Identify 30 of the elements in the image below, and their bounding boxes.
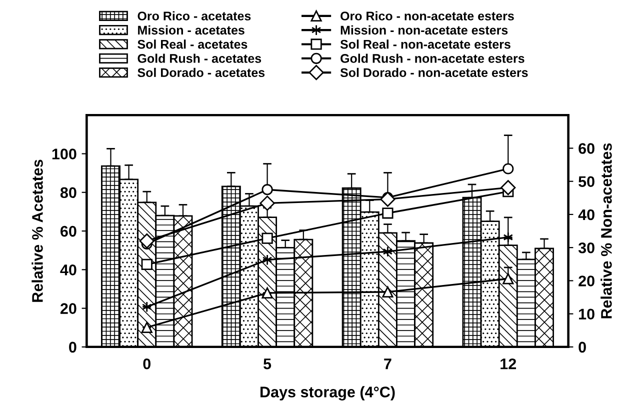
y2-tick-label: 60 xyxy=(578,143,594,154)
y2-tick-label: 20 xyxy=(578,276,594,286)
legend-label: Gold Rush - acetates xyxy=(138,54,262,63)
y-tick-label: 60 xyxy=(60,226,76,237)
y-axis-title: Relative % Acetates xyxy=(32,160,43,302)
x-axis-title: Days storage (4°C) xyxy=(260,386,395,400)
y2-tick-label: 10 xyxy=(579,308,594,320)
y-tick-label: 20 xyxy=(60,303,76,314)
legend-label: Oro Rico - non-acetate esters xyxy=(340,11,514,20)
x-tick-label: 12 xyxy=(500,358,516,370)
legend-label: Sol Dorado - acetates xyxy=(138,68,265,78)
y2-tick-label: 0 xyxy=(578,342,586,353)
legend-label: Sol Dorado - non-acetate esters xyxy=(340,68,528,78)
x-tick-label: 5 xyxy=(264,358,272,370)
x-tick-label: 7 xyxy=(384,358,392,370)
y-tick-label: 0 xyxy=(69,342,76,353)
legend-label: Oro Rico - acetates xyxy=(138,11,251,20)
y2-tick-label: 50 xyxy=(578,176,594,188)
y-tick-label: 100 xyxy=(52,148,76,160)
x-tick-label: 0 xyxy=(143,358,150,370)
legend-label: Sol Real - acetates xyxy=(138,40,248,49)
legend-label: Sol Real - non-acetate esters xyxy=(340,40,510,49)
y2-tick-label: 40 xyxy=(578,209,594,220)
y2-tick-label: 30 xyxy=(578,242,594,254)
legend-label: Mission - acetates xyxy=(138,25,244,35)
y-tick-label: 80 xyxy=(60,187,76,198)
legend-label: Gold Rush - non-acetate esters xyxy=(340,54,524,63)
y2-axis-title: Relative % Non-acetates xyxy=(600,143,612,318)
legend-label: Mission - non-acetate esters xyxy=(340,25,508,35)
y-tick-label: 40 xyxy=(60,264,76,276)
